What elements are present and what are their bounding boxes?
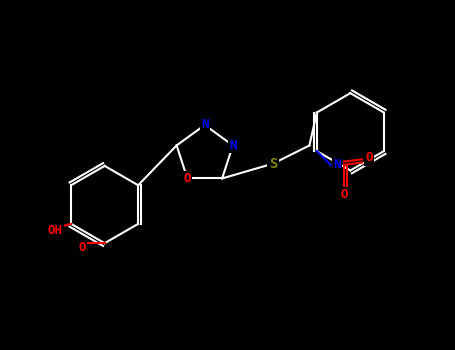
Text: O: O <box>340 188 348 201</box>
Text: O: O <box>365 152 373 164</box>
Text: O: O <box>184 172 191 185</box>
Text: N: N <box>201 119 208 132</box>
Text: N: N <box>229 139 237 152</box>
Text: N: N <box>334 158 341 171</box>
Text: OH: OH <box>48 224 63 237</box>
Text: S: S <box>269 157 277 171</box>
Text: O: O <box>78 241 86 254</box>
